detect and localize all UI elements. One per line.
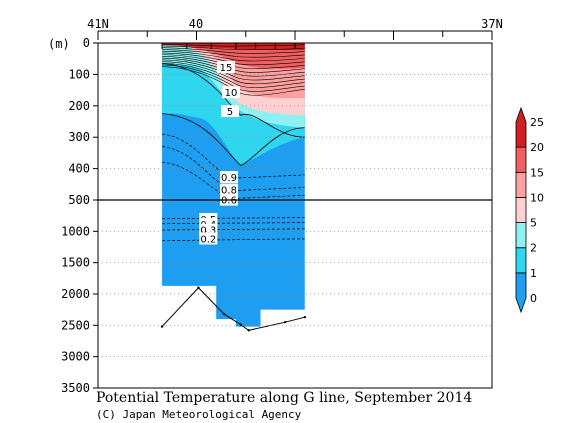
depth-tick-label: 300 [68, 130, 90, 144]
contour-line [162, 54, 305, 69]
depth-tick-label: 3000 [61, 350, 90, 364]
contour-line [162, 63, 305, 138]
x-tick-label-37n: 37N [481, 17, 503, 31]
depth-tick-label: 1000 [61, 224, 90, 238]
contour-label: 0.6 [221, 196, 237, 207]
contour-line [162, 61, 305, 85]
contour-label: 0.3 [200, 226, 216, 237]
contour-label-bg [220, 183, 239, 196]
colorbar-segment [515, 222, 527, 249]
contour-label: 5 [227, 107, 233, 118]
colorbar-label: 1 [530, 267, 537, 280]
band-20-25 [162, 43, 305, 51]
x-tick-label-40: 40 [189, 17, 203, 31]
colorbar-segment [515, 106, 527, 148]
contour-line [162, 62, 305, 88]
depth-tick-label: 500 [68, 193, 90, 207]
depth-tick-label: 100 [68, 67, 90, 81]
contour-line [162, 228, 305, 231]
plot-frame [97, 42, 493, 389]
colorbar-segment [515, 197, 527, 223]
contour-line [162, 50, 305, 62]
contour-label-bg [220, 171, 239, 184]
colorbar-label: 20 [530, 141, 544, 154]
contour-label: 0.8 [221, 186, 237, 197]
contour-line [162, 49, 305, 58]
colorbar-label: 10 [530, 191, 544, 204]
contour-line [162, 238, 305, 242]
colorbar-label: 5 [530, 217, 537, 230]
contour-line [162, 57, 305, 77]
colorbar-segment [515, 272, 527, 314]
contour-label: 15 [220, 63, 233, 74]
contour-line [162, 217, 305, 220]
chart-credit: (C) Japan Meteorological Agency [96, 408, 302, 421]
colorbar-segment [515, 146, 527, 173]
colorbar-label: 15 [530, 166, 544, 179]
contour-label: 0.9 [221, 173, 237, 184]
colorbar-segment [515, 247, 527, 274]
colorbar-label: 2 [530, 242, 537, 255]
contour-label-bg [199, 232, 218, 245]
x-tick-label-41n: 41N [87, 17, 109, 31]
seafloor-point [247, 329, 250, 332]
contour-line [162, 222, 305, 225]
depth-tick-label: 1500 [61, 256, 90, 270]
depth-tick-label: 2000 [61, 287, 90, 301]
seafloor-point [160, 325, 164, 328]
depth-tick-label: 3500 [61, 381, 90, 395]
colorbar-segment [515, 171, 527, 198]
contour-label-bg [220, 105, 239, 118]
y-unit-label: (m) [48, 37, 70, 51]
depth-tick-label: 0 [83, 36, 90, 50]
contour-line [162, 113, 305, 166]
axes: 0 100 200 300 400 500 1000 1500 2000 2500 3000 3500 [61, 30, 493, 395]
contour-label: 10 [225, 88, 238, 99]
seafloor-point [283, 321, 287, 324]
contour-label-bg [217, 61, 236, 74]
contour-label: 0.2 [200, 234, 216, 245]
contour-line [162, 45, 305, 50]
seafloor-point [197, 286, 200, 289]
depth-tick-label: 200 [68, 99, 90, 113]
chart-title: Potential Temperature along G line, Sept… [96, 390, 472, 406]
contour-label-bg [221, 86, 240, 99]
seafloor-point [303, 315, 307, 319]
contour-line [162, 56, 305, 73]
depth-tick-label: 400 [68, 162, 90, 176]
contour-line [162, 59, 305, 81]
colorbar-label: 0 [530, 292, 537, 305]
depth-tick-label: 2500 [61, 318, 90, 332]
seafloor-point [239, 323, 243, 326]
seafloor-point [222, 312, 226, 316]
colorbar-label: 25 [530, 116, 544, 129]
contour-line [162, 47, 305, 54]
contour-line [162, 52, 305, 66]
